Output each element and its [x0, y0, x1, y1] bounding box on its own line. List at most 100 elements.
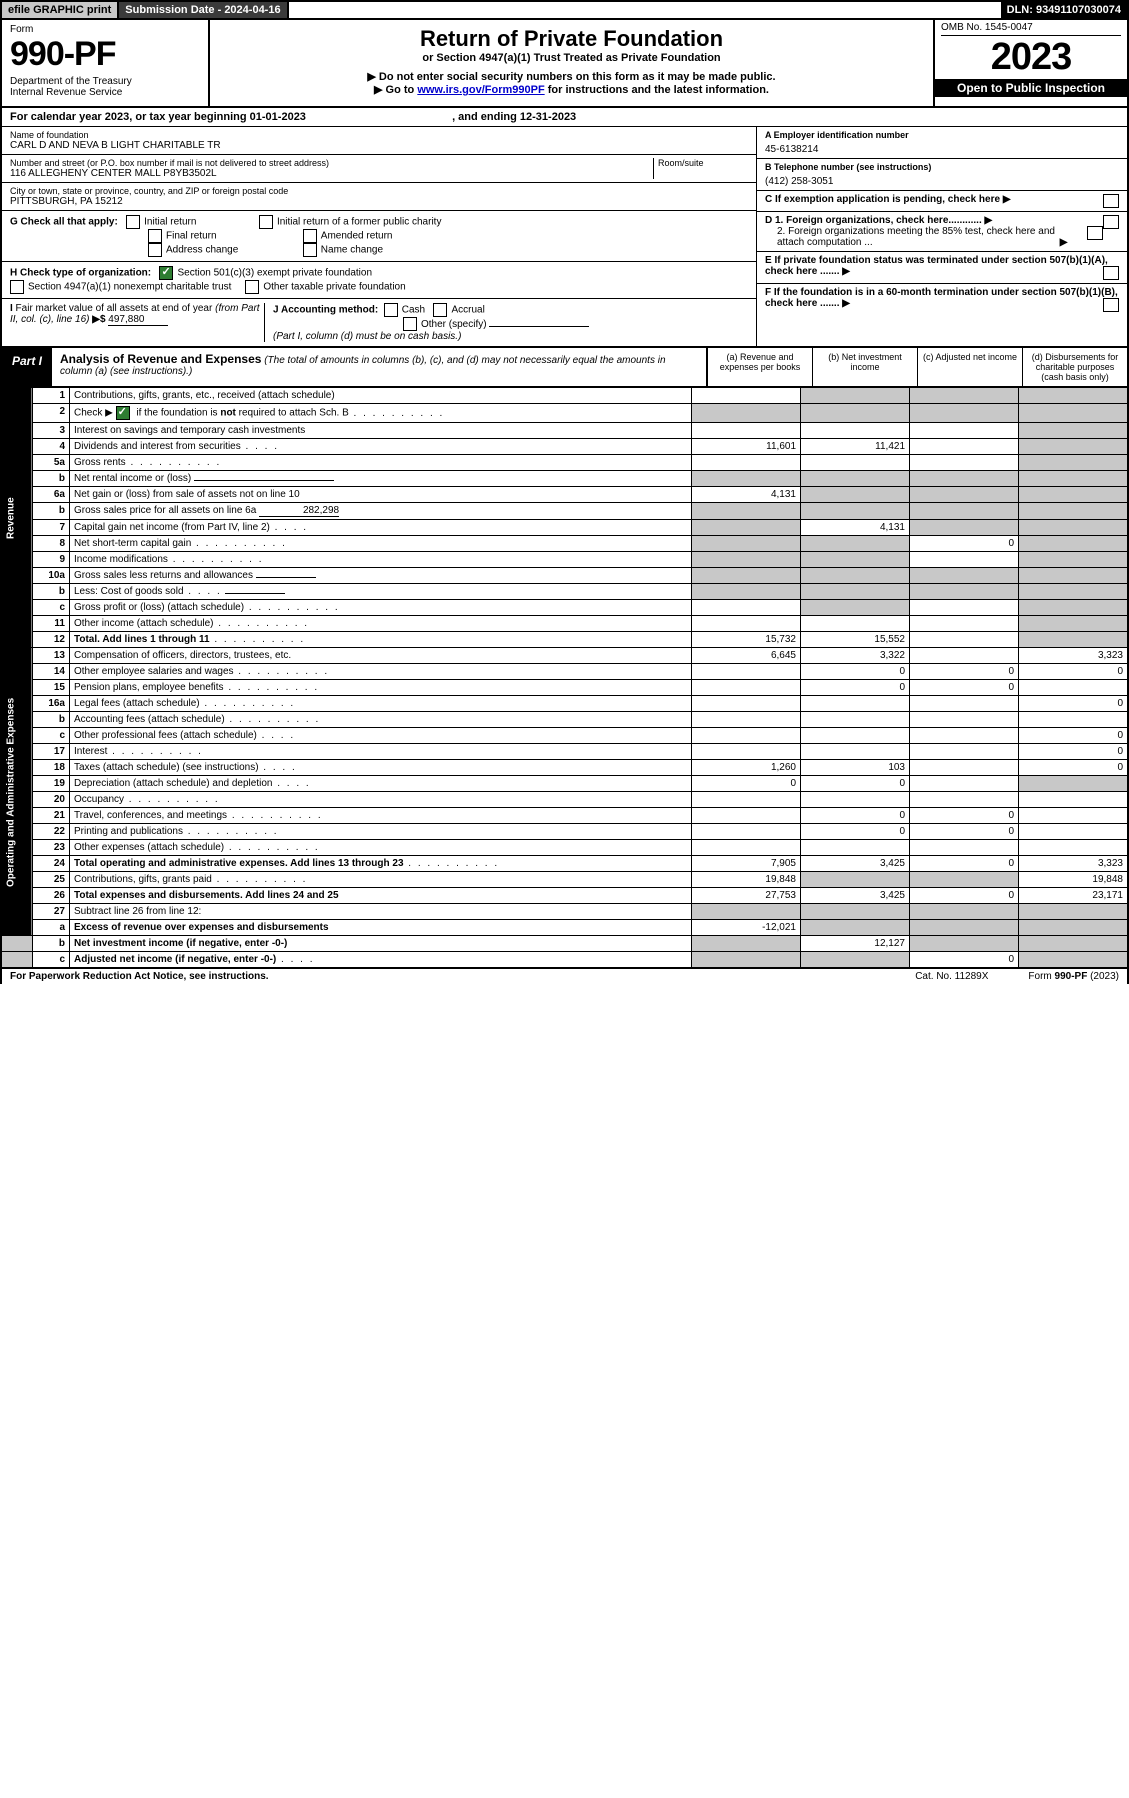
ln-20: 20 — [33, 792, 70, 808]
ln-27a: a — [33, 920, 70, 936]
schb-checkbox[interactable] — [116, 406, 130, 420]
r13-d: 3,323 — [1019, 648, 1129, 664]
r6b-v: 282,298 — [259, 505, 339, 517]
r26-c: 0 — [910, 888, 1019, 904]
fmv-value: 497,880 — [108, 314, 168, 326]
r4-b: 11,421 — [801, 439, 910, 455]
revenue-side-label: Revenue — [1, 388, 33, 648]
r25-d: 19,848 — [1019, 872, 1129, 888]
r21-b: 0 — [801, 808, 910, 824]
r17-d: 0 — [1019, 744, 1129, 760]
top-bar: efile GRAPHIC print Submission Date - 20… — [0, 0, 1129, 20]
desc-19: Depreciation (attach schedule) and deple… — [70, 776, 692, 792]
desc-23: Other expenses (attach schedule) — [70, 840, 692, 856]
form-ref: Form 990-PF (2023) — [1028, 971, 1119, 982]
ln-27b: b — [33, 936, 70, 952]
open-to-public: Open to Public Inspection — [935, 79, 1127, 97]
form-link[interactable]: www.irs.gov/Form990PF — [417, 84, 544, 96]
initial-return-checkbox[interactable] — [126, 215, 140, 229]
desc-14: Other employee salaries and wages — [70, 664, 692, 680]
ln-24: 24 — [33, 856, 70, 872]
form-header: Form 990-PF Department of the Treasury I… — [0, 20, 1129, 108]
e-checkbox[interactable] — [1103, 266, 1119, 280]
f-checkbox[interactable] — [1103, 298, 1119, 312]
efile-label[interactable]: efile GRAPHIC print — [2, 2, 119, 18]
r21-c: 0 — [910, 808, 1019, 824]
j-label: J Accounting method: — [273, 305, 378, 316]
ln-5a: 5a — [33, 455, 70, 471]
g-opt-1: Final return — [166, 231, 217, 242]
desc-27b: Net investment income (if negative, ente… — [70, 936, 692, 952]
r27a-a: -12,021 — [692, 920, 801, 936]
4947-checkbox[interactable] — [10, 280, 24, 294]
r18-a: 1,260 — [692, 760, 801, 776]
other-specify[interactable] — [489, 326, 589, 327]
r18-d: 0 — [1019, 760, 1129, 776]
r15-c: 0 — [910, 680, 1019, 696]
r14-d: 0 — [1019, 664, 1129, 680]
part-1-badge: Part I — [2, 348, 52, 386]
other-method-checkbox[interactable] — [403, 317, 417, 331]
desc-26: Total expenses and disbursements. Add li… — [70, 888, 692, 904]
amended-return-checkbox[interactable] — [303, 229, 317, 243]
part-1-table: Revenue 1Contributions, gifts, grants, e… — [0, 387, 1129, 969]
ln-17: 17 — [33, 744, 70, 760]
ln-25: 25 — [33, 872, 70, 888]
ln-21: 21 — [33, 808, 70, 824]
e-label: E If private foundation status was termi… — [765, 255, 1108, 277]
part-1-header: Part I Analysis of Revenue and Expenses … — [0, 348, 1129, 387]
initial-public-checkbox[interactable] — [259, 215, 273, 229]
name-change-checkbox[interactable] — [303, 243, 317, 257]
g-opt-3: Initial return of a former public charit… — [277, 217, 442, 228]
501c3-checkbox[interactable] — [159, 266, 173, 280]
ln-27: 27 — [33, 904, 70, 920]
d2-checkbox[interactable] — [1087, 226, 1103, 240]
expenses-side-label: Operating and Administrative Expenses — [1, 648, 33, 936]
cash-checkbox[interactable] — [384, 303, 398, 317]
r22-b: 0 — [801, 824, 910, 840]
desc-6a: Net gain or (loss) from sale of assets n… — [70, 487, 692, 503]
j-note: (Part I, column (d) must be on cash basi… — [273, 331, 461, 342]
footer: For Paperwork Reduction Act Notice, see … — [0, 969, 1129, 984]
r16a-d: 0 — [1019, 696, 1129, 712]
g-opt-5: Name change — [321, 245, 383, 256]
accrual-checkbox[interactable] — [433, 303, 447, 317]
ln-6b: b — [33, 503, 70, 520]
r12-a: 15,732 — [692, 632, 801, 648]
g-row: G Check all that apply: Initial return I… — [2, 211, 756, 262]
c-label: C If exemption application is pending, c… — [765, 194, 1000, 205]
j-accrual: Accrual — [451, 305, 484, 316]
address-change-checkbox[interactable] — [148, 243, 162, 257]
desc-27a: Excess of revenue over expenses and disb… — [70, 920, 692, 936]
b-label: B Telephone number (see instructions) — [765, 162, 931, 172]
desc-25: Contributions, gifts, grants paid — [70, 872, 692, 888]
ln-3: 3 — [33, 423, 70, 439]
other-taxable-checkbox[interactable] — [245, 280, 259, 294]
desc-16b: Accounting fees (attach schedule) — [70, 712, 692, 728]
desc-15: Pension plans, employee benefits — [70, 680, 692, 696]
desc-12: Total. Add lines 1 through 11 — [70, 632, 692, 648]
ln-1: 1 — [33, 388, 70, 404]
r6a-a: 4,131 — [692, 487, 801, 503]
dln: DLN: 93491107030074 — [1001, 2, 1127, 18]
i-arrow: ▶$ — [92, 314, 105, 325]
desc-10a: Gross sales less returns and allowances — [70, 568, 692, 584]
ln-10b: b — [33, 584, 70, 600]
col-a-hdr: (a) Revenue and expenses per books — [707, 348, 812, 386]
r26-b: 3,425 — [801, 888, 910, 904]
r4-a: 11,601 — [692, 439, 801, 455]
ln-16a: 16a — [33, 696, 70, 712]
cal-b: , and ending — [452, 111, 520, 123]
d1-checkbox[interactable] — [1103, 215, 1119, 229]
ln-12: 12 — [33, 632, 70, 648]
r24-d: 3,323 — [1019, 856, 1129, 872]
ij-row: I Fair market value of all assets at end… — [2, 299, 756, 346]
r19-b: 0 — [801, 776, 910, 792]
c-checkbox[interactable] — [1103, 194, 1119, 208]
r27c-c: 0 — [910, 952, 1019, 969]
form-number: 990-PF — [10, 35, 200, 74]
g-opt-0: Initial return — [144, 217, 196, 228]
room-label: Room/suite — [658, 158, 748, 168]
final-return-checkbox[interactable] — [148, 229, 162, 243]
r24-b: 3,425 — [801, 856, 910, 872]
